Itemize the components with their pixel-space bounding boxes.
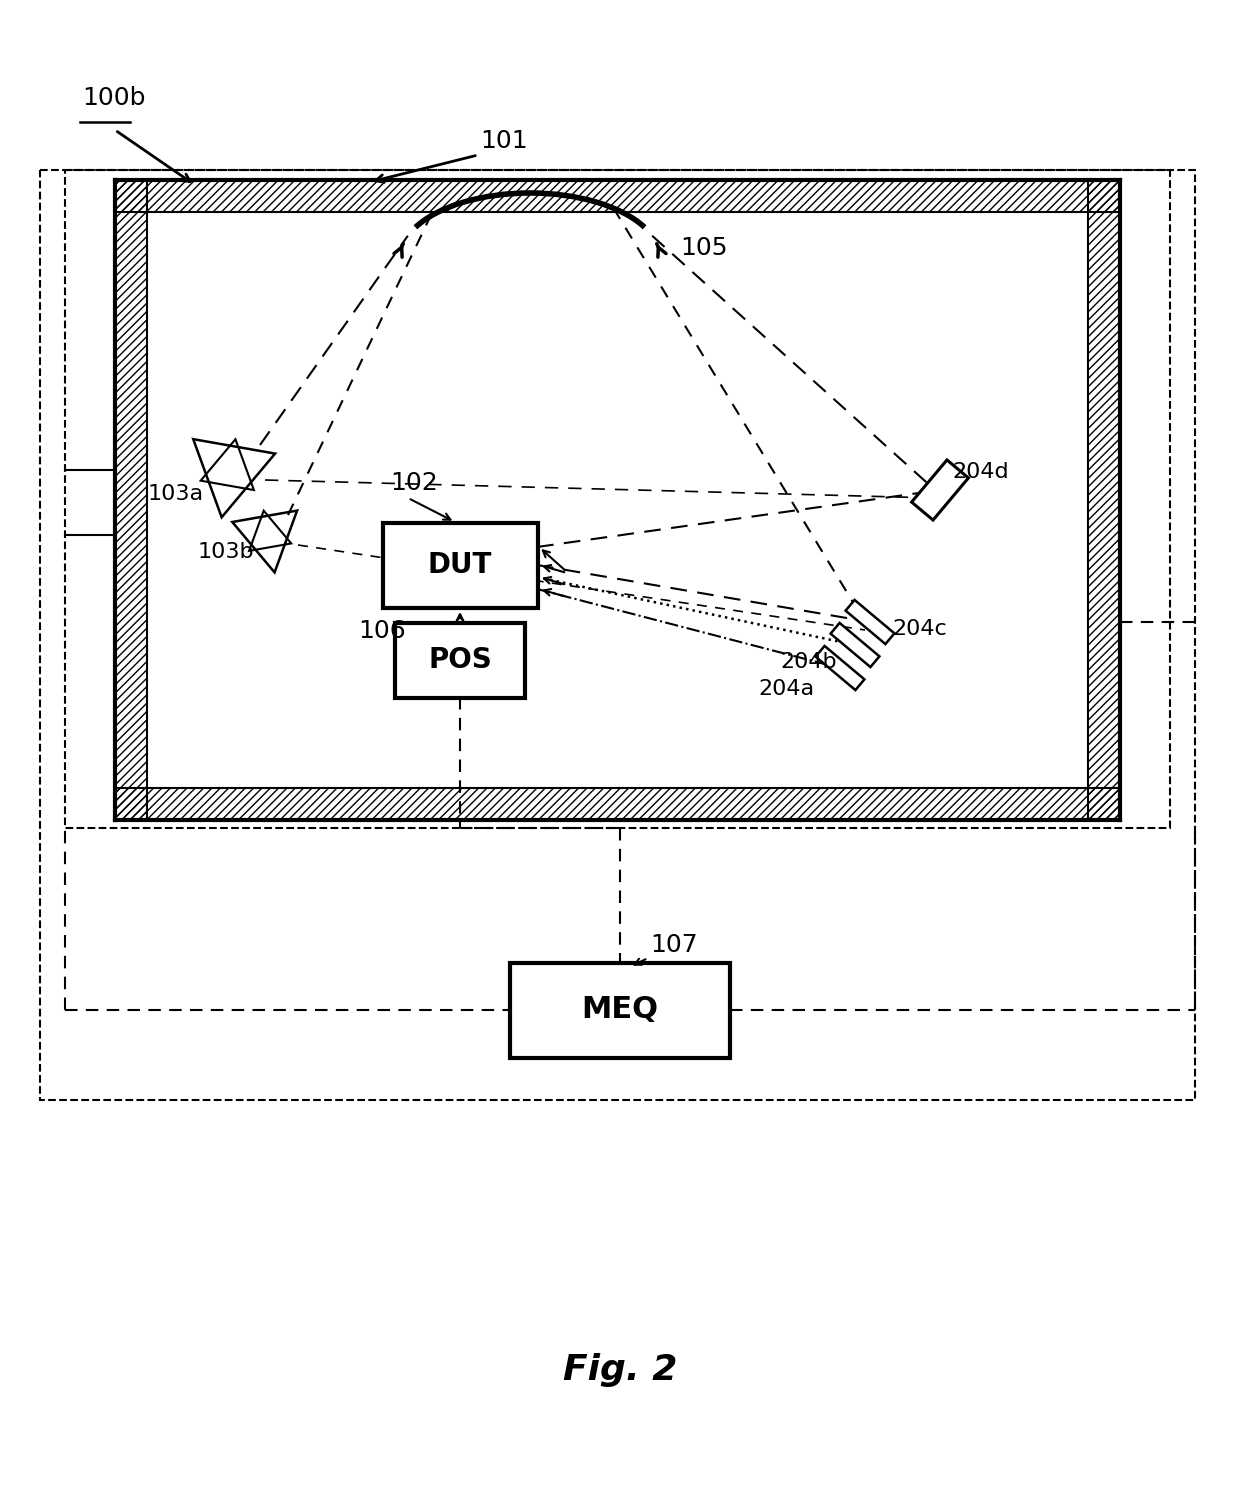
Text: POS: POS [428, 646, 492, 674]
Text: 204d: 204d [952, 462, 1008, 482]
Text: 105: 105 [680, 236, 728, 259]
Polygon shape [831, 623, 879, 666]
Text: 100b: 100b [82, 86, 145, 110]
Polygon shape [911, 459, 968, 520]
Text: 204a: 204a [758, 678, 815, 699]
Polygon shape [816, 646, 864, 690]
Bar [510, 963, 730, 1059]
Text: MEQ: MEQ [582, 996, 658, 1024]
Bar [115, 180, 148, 820]
Text: 101: 101 [480, 130, 528, 154]
Bar [1087, 180, 1120, 820]
Bar [383, 523, 538, 608]
Bar [115, 180, 1120, 212]
Bar [40, 170, 1195, 1100]
Polygon shape [846, 599, 894, 644]
Bar [64, 170, 1171, 828]
Text: 103a: 103a [148, 485, 205, 504]
Text: 107: 107 [650, 933, 698, 957]
Text: 102: 102 [391, 471, 438, 495]
Bar [115, 789, 1120, 820]
Bar [396, 623, 525, 698]
Text: DUT: DUT [428, 552, 492, 579]
Text: 204b: 204b [780, 652, 837, 672]
Text: 103b: 103b [198, 543, 254, 562]
Text: 204c: 204c [892, 619, 947, 640]
Text: 106: 106 [358, 619, 405, 643]
Text: Fig. 2: Fig. 2 [563, 1352, 677, 1387]
